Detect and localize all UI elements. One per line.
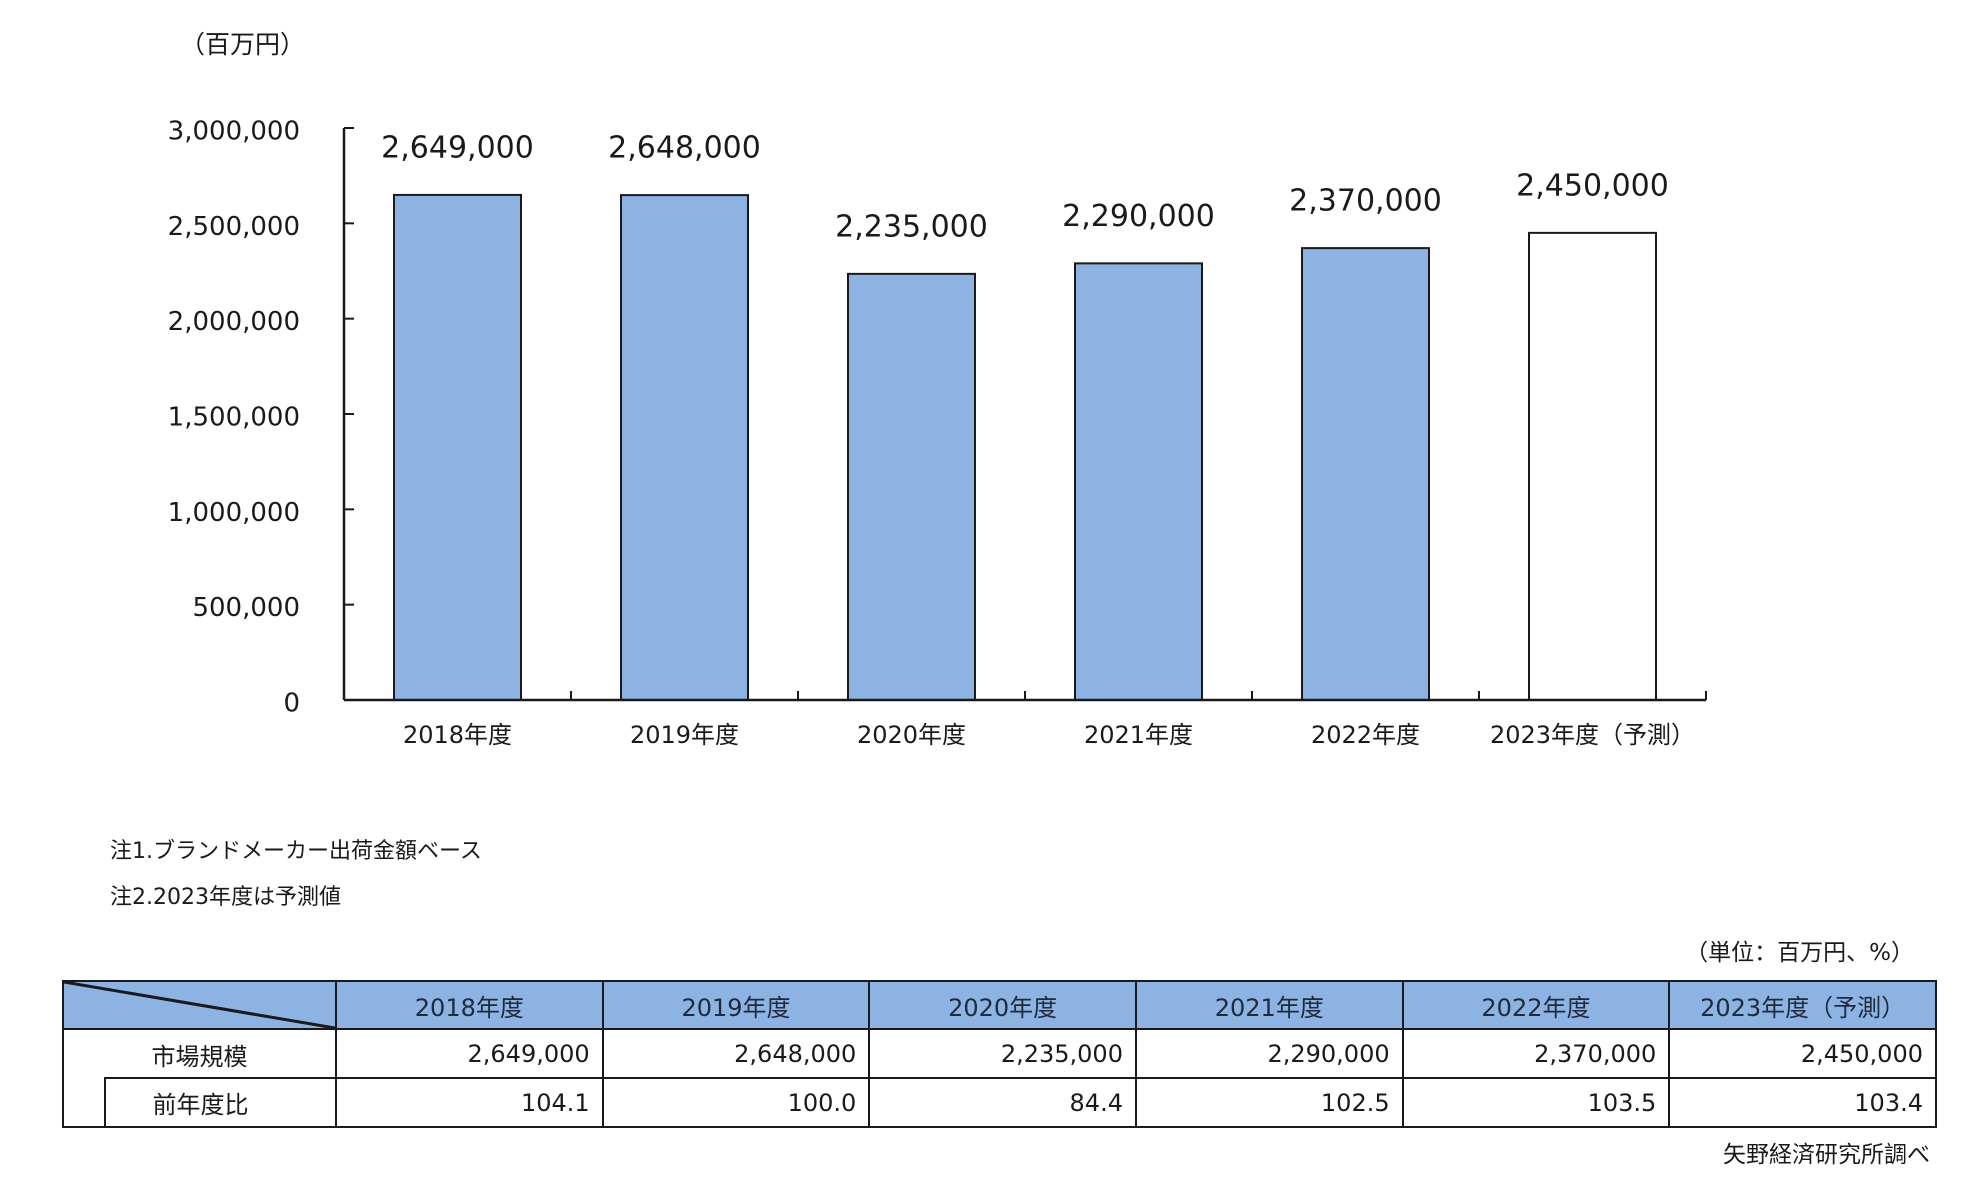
table-cell: 2,450,000 bbox=[1668, 1028, 1937, 1079]
y-tick-label: 2,500,000 bbox=[168, 212, 300, 242]
table-header-row: 2018年度 2019年度 2020年度 2021年度 2022年度 2023年… bbox=[62, 980, 1937, 1030]
bar-2020年度 bbox=[847, 272, 976, 701]
row-label-cell-yoy: 前年度比 bbox=[62, 1077, 337, 1128]
table-header-2019: 2019年度 bbox=[601, 980, 871, 1030]
data-labels: 2,649,000 2,648,000 2,235,000 2,290,000 2,37… bbox=[381, 130, 1669, 244]
row-label-market-size: 市場規模 bbox=[62, 1028, 337, 1078]
table-cell: 102.5 bbox=[1134, 1077, 1404, 1128]
y-tick-label: 1,500,000 bbox=[168, 403, 300, 433]
x-tick-label: 2018年度 bbox=[403, 721, 512, 749]
table-cell: 2,290,000 bbox=[1134, 1028, 1404, 1079]
table-header-2021: 2021年度 bbox=[1134, 980, 1404, 1030]
diagonal-line bbox=[64, 982, 335, 1028]
y-tick-label: 1,000,000 bbox=[168, 498, 300, 528]
note-1: 注1.ブランドメーカー出荷金額ベース bbox=[110, 839, 482, 864]
table-cell: 2,648,000 bbox=[601, 1028, 871, 1079]
table-cell: 100.0 bbox=[601, 1077, 871, 1128]
data-label: 2,450,000 bbox=[1516, 168, 1669, 203]
data-label: 2,648,000 bbox=[608, 131, 761, 166]
x-tick-label: 2021年度 bbox=[1084, 721, 1193, 749]
axes bbox=[342, 127, 1707, 702]
data-label: 2,235,000 bbox=[835, 209, 988, 244]
y-tick-label: 2,000,000 bbox=[168, 307, 300, 337]
x-tick-label: 2022年度 bbox=[1311, 721, 1420, 749]
bar-2023年度（予測） bbox=[1528, 231, 1657, 701]
bar-2018年度 bbox=[393, 193, 522, 701]
table-row-yoy: 前年度比 104.1 100.0 84.4 102.5 103.5 103.4 bbox=[62, 1077, 1937, 1128]
bar-2019年度 bbox=[620, 194, 749, 702]
market-size-table: 2018年度 2019年度 2020年度 2021年度 2022年度 2023年… bbox=[62, 980, 1937, 1128]
x-tick-label: 2020年度 bbox=[857, 721, 966, 749]
y-axis-unit-label: （百万円） bbox=[180, 30, 306, 59]
table-cell: 84.4 bbox=[868, 1077, 1137, 1128]
data-label: 2,290,000 bbox=[1062, 199, 1215, 234]
data-label: 2,370,000 bbox=[1289, 184, 1442, 219]
note-2: 注2.2023年度は予測値 bbox=[110, 885, 341, 910]
table-cell: 103.4 bbox=[1668, 1077, 1937, 1128]
source-credit: 矢野経済研究所調べ bbox=[1723, 1142, 1930, 1168]
table-corner-cell bbox=[62, 980, 337, 1030]
x-axis-tick-labels: 2018年度 2019年度 2020年度 2021年度 2022年度 2023年度（予測） bbox=[403, 721, 1695, 749]
bar-2021年度 bbox=[1074, 262, 1203, 701]
table-unit-label: （単位：百万円、%） bbox=[1685, 940, 1914, 966]
x-tick-label: 2023年度（予測） bbox=[1490, 721, 1695, 749]
table-cell: 2,235,000 bbox=[868, 1028, 1137, 1079]
table-header-2018: 2018年度 bbox=[335, 980, 604, 1030]
y-tick-label: 3,000,000 bbox=[168, 117, 300, 147]
table-header-2022: 2022年度 bbox=[1401, 980, 1671, 1030]
y-tick-label: 0 bbox=[283, 689, 300, 719]
y-tick-label: 500,000 bbox=[192, 593, 300, 623]
table-cell: 2,649,000 bbox=[335, 1028, 604, 1079]
table-cell: 104.1 bbox=[335, 1077, 604, 1128]
x-tick-label: 2019年度 bbox=[630, 721, 739, 749]
table-cell: 2,370,000 bbox=[1401, 1028, 1671, 1079]
table-header-2020: 2020年度 bbox=[868, 980, 1137, 1030]
table-header-2023: 2023年度（予測） bbox=[1668, 980, 1937, 1030]
data-label: 2,649,000 bbox=[381, 130, 534, 165]
bar-2022年度 bbox=[1301, 247, 1430, 701]
bar-chart: 0 500,000 1,000,000 1,500,000 2,000,000 2,500… bbox=[168, 117, 1707, 749]
y-axis-tick-labels: 0 500,000 1,000,000 1,500,000 2,000,000 2,500… bbox=[168, 117, 300, 719]
bars bbox=[393, 193, 1657, 702]
table-row-market-size: 市場規模 2,649,000 2,648,000 2,235,000 2,290… bbox=[62, 1028, 1937, 1079]
table-cell: 103.5 bbox=[1401, 1077, 1671, 1128]
row-label-yoy: 前年度比 bbox=[104, 1077, 335, 1126]
